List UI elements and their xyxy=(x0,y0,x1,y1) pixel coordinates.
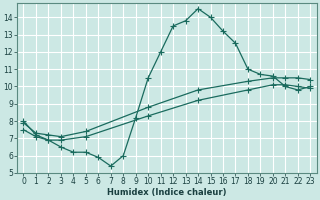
X-axis label: Humidex (Indice chaleur): Humidex (Indice chaleur) xyxy=(107,188,227,197)
